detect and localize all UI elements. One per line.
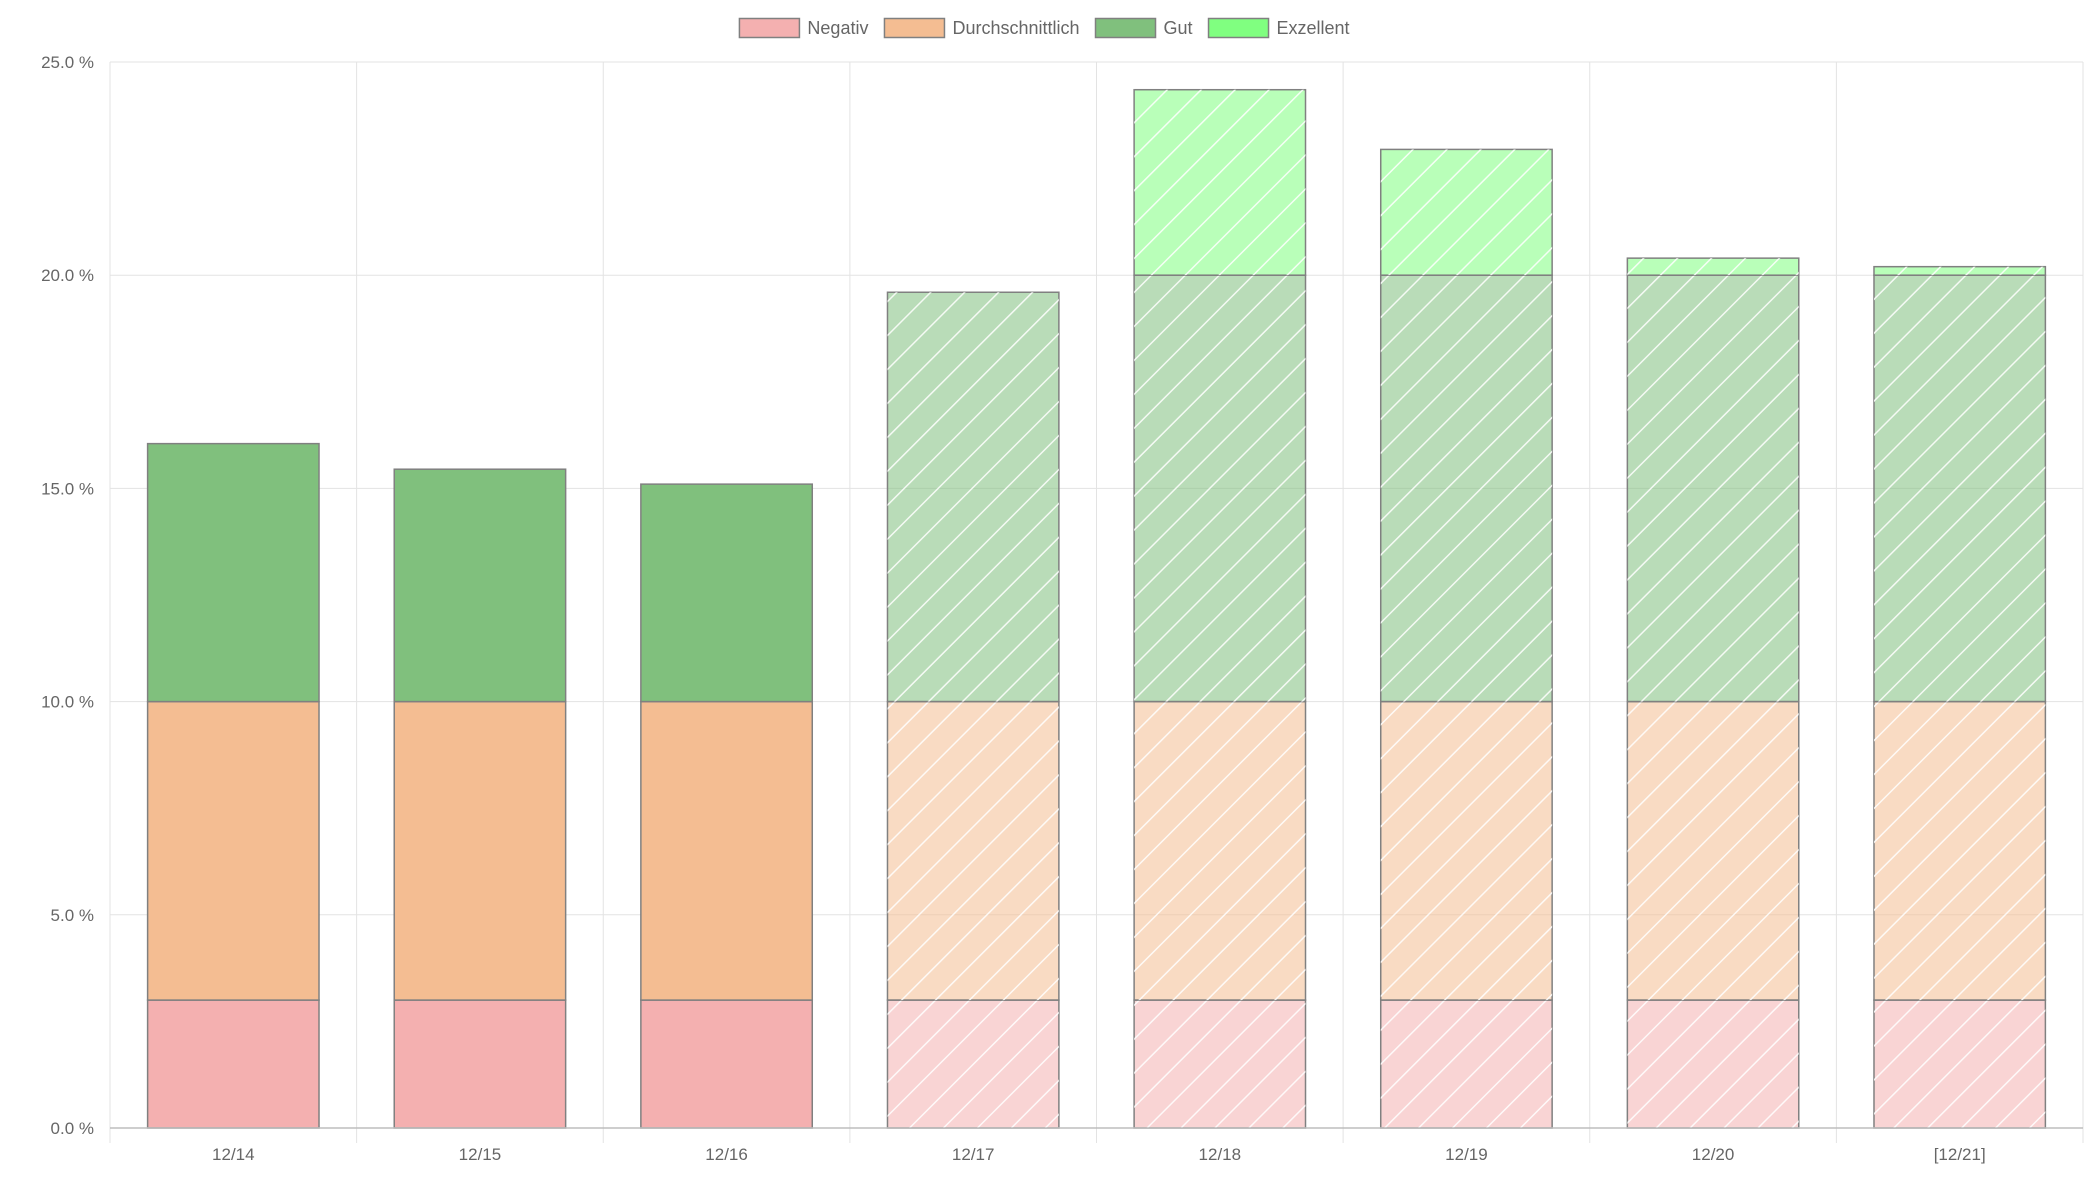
y-tick-label: 25.0 % — [41, 53, 94, 72]
x-tick-label: 12/15 — [459, 1145, 502, 1164]
bar-hatch-negativ-12-21 — [1873, 1000, 2046, 1128]
x-tick-label: 12/17 — [952, 1145, 995, 1164]
bar-durchschnittlich-12-14[interactable] — [146, 700, 320, 1001]
legend-label-negativ[interactable]: Negativ — [807, 18, 868, 38]
legend-swatch-exzellent[interactable] — [1207, 17, 1270, 39]
chart-axes: 0.0 % 5.0 % 10.0 % 15.0 % 20.0 % 25.0 % 12/14 1… — [41, 53, 2083, 1164]
legend-swatch-negativ[interactable] — [738, 17, 801, 39]
bar-gut-12-15[interactable] — [393, 468, 567, 703]
bar-gut-12-14[interactable] — [146, 442, 320, 703]
x-tick-label: 12/19 — [1445, 1145, 1488, 1164]
x-tick-label: 12/16 — [705, 1145, 748, 1164]
y-tick-label: 15.0 % — [41, 479, 94, 498]
legend-label-gut[interactable]: Gut — [1164, 18, 1193, 38]
bar-negativ-12-14[interactable] — [146, 999, 320, 1129]
y-tick-label: 0.0 % — [51, 1119, 94, 1138]
bar-hatch-gut-12-19 — [1380, 275, 1553, 702]
bar-hatch-negativ-12-18 — [1134, 1000, 1306, 1128]
x-tick-label: 12/14 — [212, 1145, 255, 1164]
x-tick-label: 12/20 — [1692, 1145, 1735, 1164]
x-tick-label: [12/21] — [1934, 1145, 1986, 1164]
legend-label-durchschnittlich[interactable]: Durchschnittlich — [952, 18, 1079, 38]
bar-hatch-negativ-12-20 — [1627, 1000, 1799, 1128]
bar-hatch-exzellent-12-20 — [1627, 258, 1799, 276]
legend-swatch-durchschnittlich[interactable] — [883, 17, 946, 39]
bar-gut-12-16[interactable] — [640, 483, 814, 703]
bar-hatch-negativ-12-19 — [1380, 1000, 1553, 1128]
bar-hatch-durchschnittlich-12-20 — [1627, 701, 1799, 1001]
bar-hatch-durchschnittlich-12-21 — [1873, 701, 2046, 1001]
bar-hatch-gut-12-18 — [1134, 275, 1306, 702]
bar-hatch-durchschnittlich-12-19 — [1380, 701, 1553, 1001]
bar-hatch-exzellent-12-21 — [1873, 266, 2046, 276]
bar-hatch-negativ-12-17 — [887, 1000, 1059, 1128]
y-tick-label: 20.0 % — [41, 266, 94, 285]
y-tick-label: 5.0 % — [51, 906, 94, 925]
x-tick-label: 12/18 — [1199, 1145, 1242, 1164]
bar-hatch-gut-12-17 — [887, 292, 1059, 702]
bar-hatch-gut-12-20 — [1627, 275, 1799, 702]
bar-negativ-12-15[interactable] — [393, 999, 567, 1129]
legend-swatch-gut[interactable] — [1094, 17, 1157, 39]
bar-durchschnittlich-12-15[interactable] — [393, 700, 567, 1001]
bar-hatch-durchschnittlich-12-17 — [887, 701, 1059, 1001]
legend-label-exzellent[interactable]: Exzellent — [1277, 18, 1350, 38]
bar-hatch-exzellent-12-19 — [1380, 149, 1553, 276]
y-tick-label: 10.0 % — [41, 693, 94, 712]
chart-legend: Negativ Durchschnittlich Gut Exzellent — [738, 17, 1350, 39]
bar-negativ-12-16[interactable] — [640, 999, 814, 1129]
bar-hatch-durchschnittlich-12-18 — [1134, 701, 1306, 1001]
bar-durchschnittlich-12-16[interactable] — [640, 700, 814, 1001]
chart-grid — [109, 61, 2084, 1143]
bar-hatch-exzellent-12-18 — [1134, 89, 1306, 276]
bar-hatch-gut-12-21 — [1873, 275, 2046, 702]
chart-bars — [146, 88, 2047, 1129]
